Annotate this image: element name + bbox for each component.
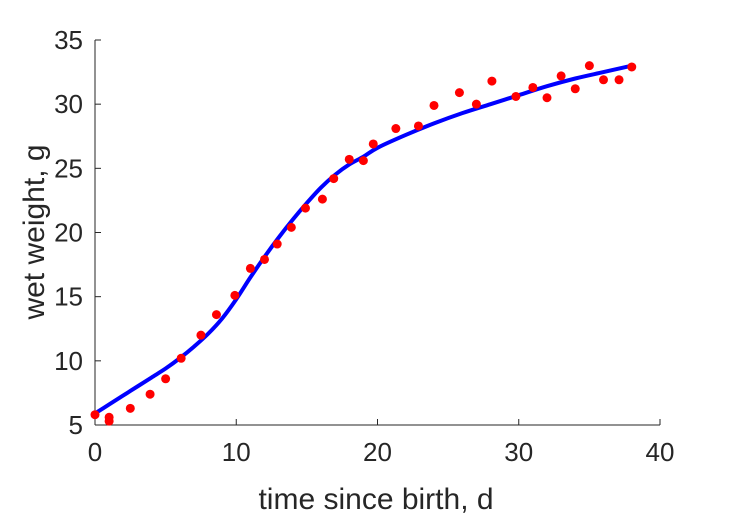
x-tick-label: 20	[363, 437, 392, 467]
fit-curve	[93, 63, 634, 416]
data-point	[90, 410, 100, 420]
x-axis-label: time since birth, d	[258, 483, 493, 516]
data-point	[454, 88, 464, 98]
data-point	[176, 353, 186, 363]
data-point	[599, 75, 608, 85]
y-tick-label: 20	[54, 218, 83, 248]
data-point	[145, 389, 155, 399]
y-tick-label: 10	[54, 346, 83, 376]
y-tick-label: 30	[54, 89, 83, 119]
data-point	[358, 156, 368, 166]
data-point	[570, 84, 580, 94]
x-tick-label: 40	[646, 437, 675, 467]
data-point	[272, 239, 282, 249]
y-tick-label: 25	[54, 153, 83, 183]
y-tick-label: 15	[54, 282, 83, 312]
data-point	[429, 100, 439, 110]
x-tick-label: 30	[504, 437, 533, 467]
data-point	[413, 121, 423, 131]
axes: 0 10 20 30 40 5 10 15 20 25 30 35	[54, 25, 674, 467]
data-point	[260, 254, 269, 264]
data-point	[161, 374, 171, 384]
data-point	[211, 310, 221, 320]
data-point	[471, 99, 481, 109]
data-point	[317, 194, 327, 204]
x-tick-label: 0	[88, 437, 102, 467]
data-points-layer	[90, 61, 637, 426]
y-tick-label: 35	[54, 25, 83, 55]
data-point	[627, 62, 637, 72]
data-point	[391, 124, 401, 134]
x-tick-label: 10	[222, 437, 251, 467]
data-point	[542, 93, 552, 103]
fit-curve-layer	[93, 63, 634, 416]
data-point	[104, 416, 114, 426]
data-point	[286, 222, 296, 232]
data-point	[487, 76, 497, 86]
data-point	[584, 61, 594, 71]
data-point	[528, 82, 538, 92]
data-point	[344, 154, 354, 164]
data-point	[196, 330, 206, 340]
data-point	[230, 290, 240, 300]
y-tick-label: 5	[69, 410, 83, 440]
y-axis-label: wet weight, g	[18, 144, 51, 320]
data-point	[556, 71, 566, 81]
data-point	[329, 174, 339, 184]
data-point	[300, 203, 310, 213]
data-point	[125, 403, 135, 413]
data-point	[245, 263, 255, 273]
data-point	[614, 75, 624, 85]
data-point	[368, 139, 378, 149]
data-point	[511, 91, 521, 101]
